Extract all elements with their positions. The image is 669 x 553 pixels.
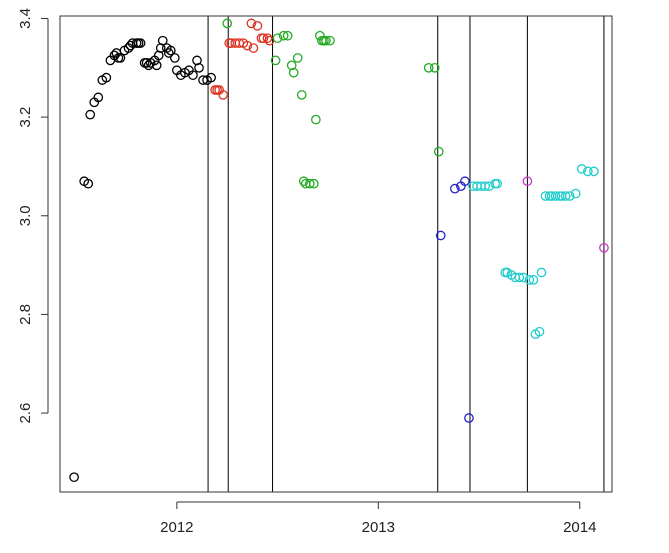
data-point xyxy=(304,178,315,189)
data-point xyxy=(206,72,216,83)
data-point xyxy=(522,176,533,187)
data-point xyxy=(262,33,273,44)
data-point xyxy=(157,35,168,46)
data-point xyxy=(83,178,94,189)
data-point xyxy=(194,62,204,73)
data-point xyxy=(288,67,299,78)
data-point xyxy=(433,146,444,157)
series-6 xyxy=(522,176,609,253)
series-3 xyxy=(222,18,444,189)
data-point xyxy=(492,178,503,189)
x-tick-label: 2013 xyxy=(362,519,395,536)
y-axis: 2.6 2.8 3.0 3.2 3.4 xyxy=(17,8,49,424)
data-point xyxy=(278,30,289,41)
data-point xyxy=(296,90,307,100)
series-5 xyxy=(468,164,599,340)
data-point xyxy=(242,40,253,51)
data-point xyxy=(435,230,446,241)
data-point xyxy=(218,90,229,100)
x-tick-label: 2012 xyxy=(160,519,193,536)
data-point xyxy=(85,109,96,120)
data-point xyxy=(163,48,174,58)
data-point xyxy=(298,176,309,187)
series-1 xyxy=(69,35,216,483)
data-point xyxy=(222,18,233,29)
data-point xyxy=(518,272,529,283)
data-point xyxy=(292,53,303,63)
plot-frame xyxy=(59,15,613,493)
data-point xyxy=(151,60,162,71)
data-point xyxy=(272,33,283,44)
data-point xyxy=(560,191,571,201)
y-tick-label: 3.4 xyxy=(17,8,34,29)
series-4 xyxy=(435,176,474,423)
data-point xyxy=(115,53,126,63)
data-point xyxy=(246,18,257,29)
data-point xyxy=(248,43,259,53)
data-point xyxy=(188,70,198,81)
data-point xyxy=(540,191,551,201)
data-point xyxy=(270,55,281,66)
data-point xyxy=(450,183,460,194)
data-point xyxy=(576,164,587,174)
data-point xyxy=(165,45,176,56)
data-point xyxy=(325,35,335,46)
data-point xyxy=(599,242,609,253)
data-point xyxy=(423,62,434,73)
data-point xyxy=(534,326,545,337)
data-point xyxy=(135,38,146,48)
data-point xyxy=(252,21,263,31)
series-2 xyxy=(210,18,275,100)
data-point xyxy=(589,166,599,177)
data-point xyxy=(169,53,180,63)
x-axis: 2012 2013 2014 xyxy=(160,501,596,536)
data-point xyxy=(514,272,525,283)
data-point xyxy=(429,62,440,73)
data-points xyxy=(69,18,609,483)
data-point xyxy=(524,275,535,285)
data-point xyxy=(311,114,321,125)
data-point xyxy=(582,166,593,177)
y-tick-label: 2.6 xyxy=(17,403,34,424)
vertical-lines xyxy=(207,16,605,492)
data-point xyxy=(101,72,112,83)
data-point xyxy=(480,181,490,192)
data-point xyxy=(570,188,581,199)
data-point xyxy=(464,413,474,423)
data-point xyxy=(282,30,293,41)
data-point xyxy=(564,191,575,201)
data-point xyxy=(536,267,547,278)
data-point xyxy=(321,35,331,46)
y-tick-label: 3.0 xyxy=(17,205,34,226)
x-tick-label: 2014 xyxy=(563,519,596,536)
data-point xyxy=(460,176,470,187)
y-tick-label: 3.2 xyxy=(17,107,34,128)
data-point xyxy=(308,178,319,189)
data-point xyxy=(258,33,269,44)
data-point xyxy=(93,92,104,103)
data-point xyxy=(528,275,539,285)
y-tick-label: 2.8 xyxy=(17,304,34,325)
data-point xyxy=(69,472,79,483)
data-point xyxy=(550,191,561,201)
